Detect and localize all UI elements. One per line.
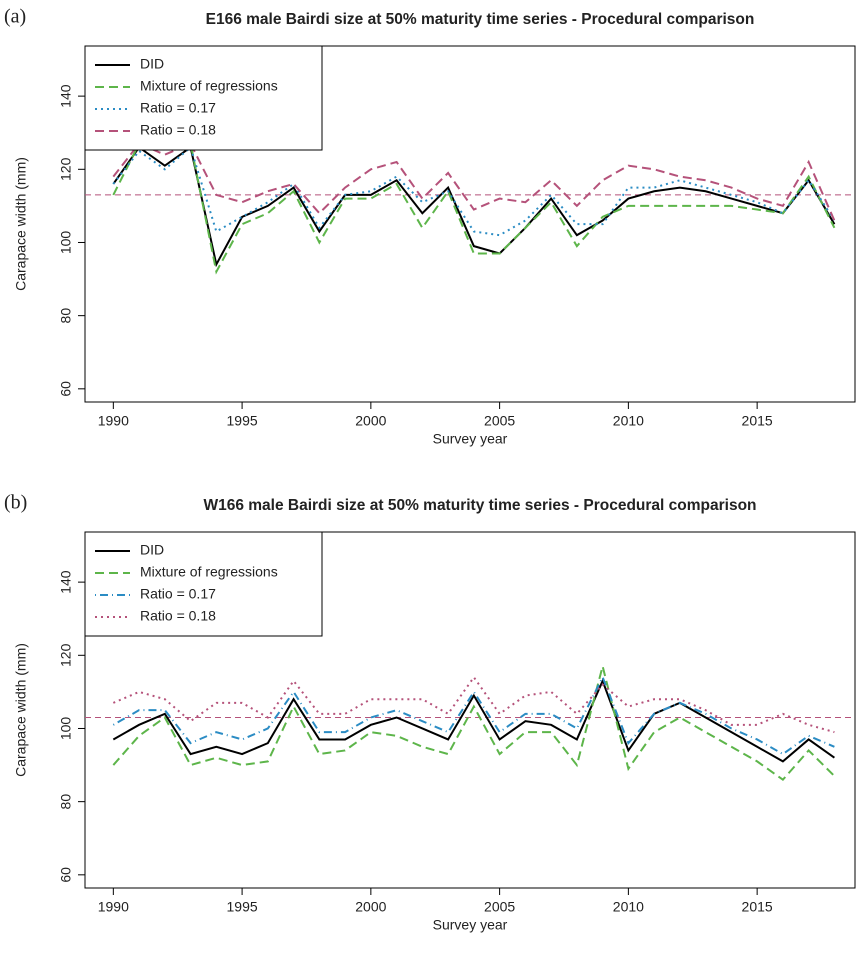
y-tick-label: 60 — [58, 867, 74, 883]
y-tick-label: 100 — [58, 231, 74, 255]
x-axis-label: Survey year — [433, 431, 508, 447]
panel: (a) E166 male Bairdi size at 50% maturity… — [4, 6, 856, 447]
y-axis-label: Carapace width (mm) — [13, 643, 29, 777]
x-tick-label: 1990 — [98, 413, 129, 429]
x-tick-label: 2005 — [484, 413, 515, 429]
x-tick-label: 2010 — [613, 413, 644, 429]
x-tick-label: 2010 — [613, 899, 644, 915]
x-tick-label: 2000 — [355, 413, 386, 429]
series-line — [112, 674, 835, 756]
panel-label: (a) — [4, 6, 26, 28]
legend-label: Mixture of regressions — [140, 78, 278, 94]
legend-label: Ratio = 0.18 — [140, 122, 216, 138]
y-tick-label: 80 — [58, 308, 74, 324]
y-axis-label: Carapace width (mm) — [13, 157, 29, 291]
x-tick-label: 2005 — [484, 899, 515, 915]
series-line — [112, 142, 836, 275]
x-axis-label: Survey year — [433, 917, 508, 933]
y-tick-label: 120 — [58, 157, 74, 181]
x-tick-label: 2015 — [742, 413, 773, 429]
legend-label: Mixture of regressions — [140, 564, 278, 580]
x-tick-label: 1995 — [227, 413, 258, 429]
chart-title: W166 male Bairdi size at 50% maturity ti… — [203, 497, 756, 514]
x-tick-label: 2000 — [355, 899, 386, 915]
series-line — [112, 145, 836, 237]
legend-label: Ratio = 0.17 — [140, 100, 216, 116]
chart-title: E166 male Bairdi size at 50% maturity ti… — [206, 11, 755, 28]
legend-label: Ratio = 0.17 — [140, 586, 216, 602]
plot-frame — [84, 531, 856, 889]
legend-label: Ratio = 0.18 — [140, 608, 216, 624]
y-tick-label: 120 — [58, 643, 74, 667]
x-tick-label: 1995 — [227, 899, 258, 915]
series-line — [112, 142, 836, 221]
plot-frame — [84, 45, 856, 403]
x-tick-label: 1990 — [98, 899, 129, 915]
series-line — [112, 145, 836, 268]
y-tick-label: 140 — [58, 84, 74, 108]
legend-box — [84, 531, 323, 637]
x-tick-label: 2015 — [742, 899, 773, 915]
legend-box — [84, 45, 323, 151]
panel: (b) W166 male Bairdi size at 50% maturity… — [4, 492, 856, 933]
legend-label: DID — [140, 542, 164, 558]
panel-label: (b) — [4, 492, 27, 514]
series-line — [112, 678, 835, 763]
y-tick-label: 140 — [58, 570, 74, 594]
y-tick-label: 80 — [58, 794, 74, 810]
y-tick-label: 100 — [58, 717, 74, 741]
series-line — [112, 666, 836, 782]
legend-label: DID — [140, 56, 164, 72]
y-tick-label: 60 — [58, 381, 74, 397]
